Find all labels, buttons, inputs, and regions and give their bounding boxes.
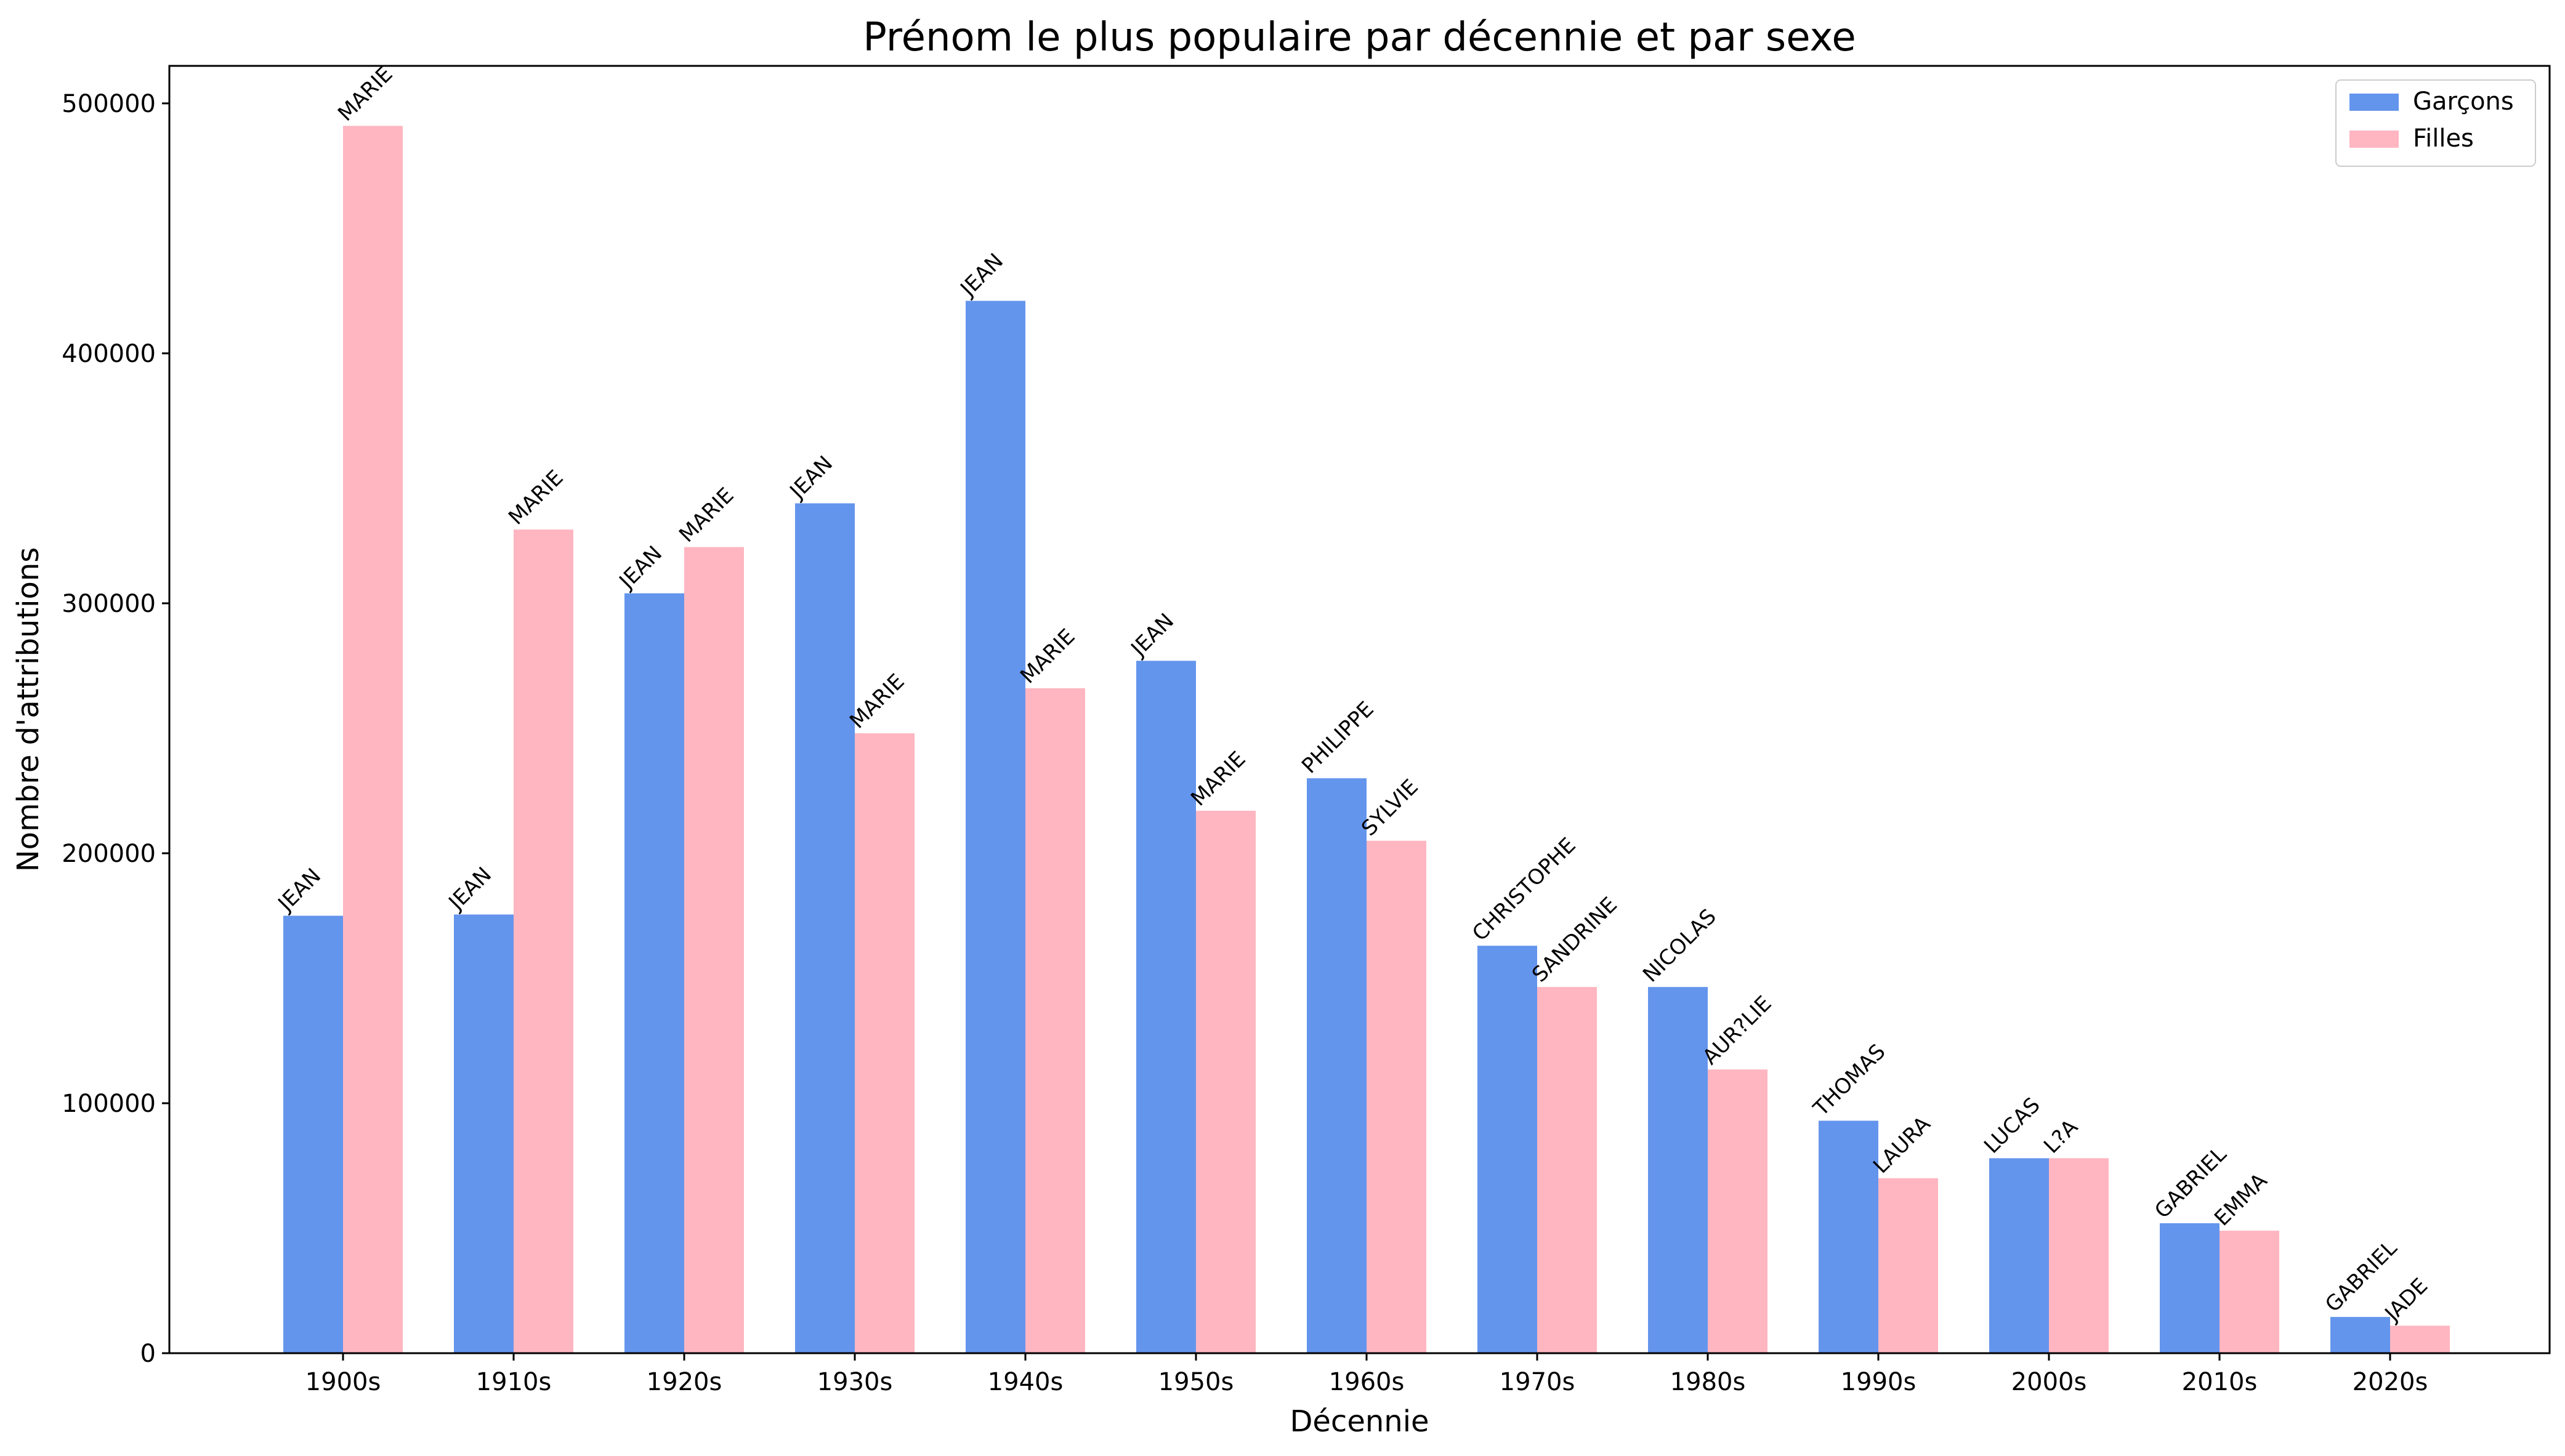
legend-swatch-filles bbox=[2349, 131, 2399, 148]
x-tick-label: 1930s bbox=[817, 1368, 893, 1396]
bar-filles-2000s bbox=[2049, 1158, 2109, 1353]
bar-garcons-2000s bbox=[1989, 1158, 2049, 1353]
x-tick-label: 1910s bbox=[476, 1368, 552, 1396]
bar-filles-1980s bbox=[1708, 1069, 1767, 1353]
bar-filles-1960s bbox=[1367, 840, 1426, 1353]
bar-garcons-2020s bbox=[2330, 1317, 2390, 1353]
bar-filles-1970s bbox=[1537, 987, 1597, 1353]
bar-filles-1900s bbox=[343, 126, 403, 1353]
y-tick-label: 0 bbox=[140, 1340, 156, 1368]
bar-filles-1950s bbox=[1196, 810, 1256, 1353]
bar-filles-1940s bbox=[1025, 688, 1085, 1353]
x-tick-label: 1980s bbox=[1670, 1368, 1746, 1396]
bars-layer bbox=[283, 126, 2450, 1354]
x-tick-label: 2010s bbox=[2182, 1368, 2258, 1396]
bar-filles-1920s bbox=[684, 547, 744, 1353]
bar-filles-2020s bbox=[2390, 1325, 2450, 1353]
bar-garcons-1950s bbox=[1136, 661, 1196, 1353]
plot-frame bbox=[168, 65, 2551, 1354]
x-tick-label: 2020s bbox=[2353, 1368, 2428, 1396]
axes-layer: 0 100000 200000 300000 400000 500000 1900s 1910… bbox=[62, 65, 2551, 1396]
x-axis-label: Décennie bbox=[1290, 1404, 1429, 1439]
x-tick-label: 1960s bbox=[1329, 1368, 1405, 1396]
bar-garcons-1990s bbox=[1819, 1120, 1878, 1353]
x-tick-label: 1970s bbox=[1500, 1368, 1575, 1396]
x-tick-label: 1900s bbox=[305, 1368, 381, 1396]
bar-garcons-1930s bbox=[795, 503, 855, 1354]
y-axis-label: Nombre d'attributions bbox=[11, 547, 46, 872]
y-tick-label: 300000 bbox=[62, 590, 156, 618]
y-tick-label: 400000 bbox=[62, 340, 156, 368]
x-tick-label: 1920s bbox=[647, 1368, 722, 1396]
legend-swatch-garcons bbox=[2349, 94, 2399, 111]
x-tick-label: 1990s bbox=[1841, 1368, 1917, 1396]
bar-filles-1930s bbox=[855, 733, 915, 1353]
legend-label-filles: Filles bbox=[2413, 124, 2474, 153]
y-tick-label: 500000 bbox=[62, 90, 156, 118]
bar-garcons-1900s bbox=[283, 915, 343, 1353]
x-tick-label: 1950s bbox=[1158, 1368, 1234, 1396]
bar-garcons-1910s bbox=[454, 914, 514, 1353]
y-tick-label: 200000 bbox=[62, 840, 156, 868]
bar-garcons-1980s bbox=[1648, 987, 1708, 1353]
bar-garcons-1920s bbox=[624, 593, 684, 1354]
x-tick-label: 1940s bbox=[988, 1368, 1064, 1396]
bar-garcons-1960s bbox=[1307, 778, 1367, 1353]
bar-garcons-1970s bbox=[1477, 946, 1537, 1353]
chart-title: Prénom le plus populaire par décennie et… bbox=[863, 15, 1856, 60]
bar-filles-1990s bbox=[1878, 1178, 1938, 1353]
x-tick-label: 2000s bbox=[2011, 1368, 2087, 1396]
bar-filles-2010s bbox=[2220, 1231, 2279, 1353]
legend: Garçons Filles bbox=[2335, 79, 2536, 167]
bar-garcons-2010s bbox=[2160, 1223, 2220, 1353]
bar-garcons-1940s bbox=[966, 300, 1025, 1354]
y-tick-label: 100000 bbox=[62, 1090, 156, 1118]
bar-filles-1910s bbox=[514, 529, 573, 1353]
legend-label-garcons: Garçons bbox=[2413, 87, 2514, 116]
